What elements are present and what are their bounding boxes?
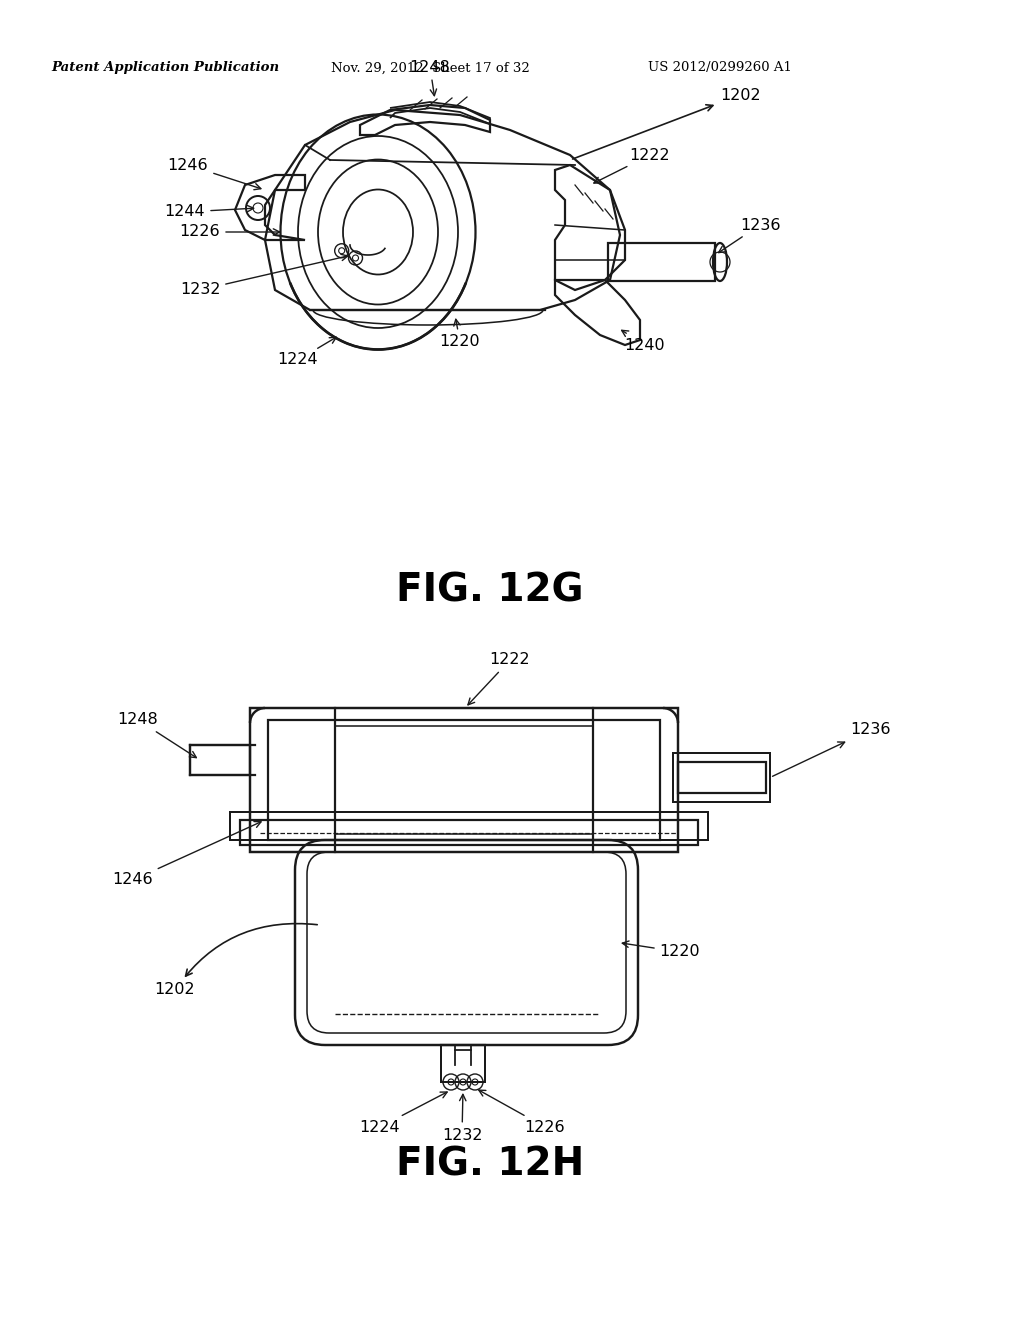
Text: 1224: 1224 [359,1092,447,1134]
Text: 1226: 1226 [479,1090,565,1134]
Text: Nov. 29, 2012  Sheet 17 of 32: Nov. 29, 2012 Sheet 17 of 32 [331,62,529,74]
Text: 1220: 1220 [439,319,480,350]
Text: FIG. 12G: FIG. 12G [396,572,584,609]
Text: 1236: 1236 [772,722,891,776]
Text: 1226: 1226 [179,224,280,239]
Text: 1222: 1222 [594,148,671,183]
Text: 1240: 1240 [622,330,666,352]
Text: 1246: 1246 [168,157,261,190]
Text: 1248: 1248 [410,59,451,96]
Text: 1236: 1236 [719,218,780,252]
Text: 1244: 1244 [165,205,254,219]
Text: FIG. 12H: FIG. 12H [396,1146,584,1184]
Text: 1248: 1248 [118,713,197,758]
Text: Patent Application Publication: Patent Application Publication [51,62,280,74]
Text: 1246: 1246 [113,821,261,887]
Text: 1202: 1202 [572,87,761,158]
Text: 1224: 1224 [278,337,336,367]
Text: 1220: 1220 [623,941,700,960]
Text: 1222: 1222 [468,652,530,705]
Text: 1202: 1202 [155,924,317,998]
Text: 1232: 1232 [441,1094,482,1143]
Text: US 2012/0299260 A1: US 2012/0299260 A1 [648,62,792,74]
Text: 1232: 1232 [180,255,348,297]
